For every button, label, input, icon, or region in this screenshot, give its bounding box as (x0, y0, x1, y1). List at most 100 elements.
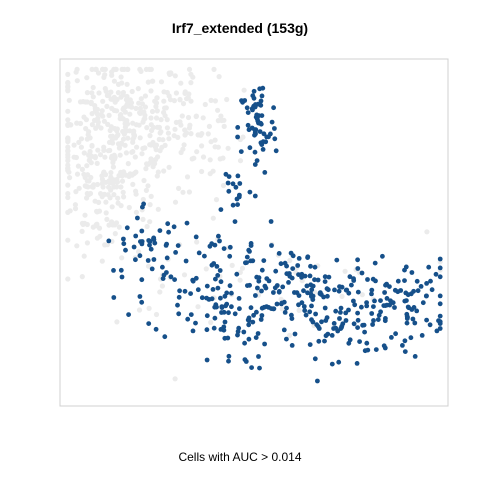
cell-point-low (108, 187, 114, 193)
cell-point-low (213, 197, 220, 203)
cell-point-high (226, 353, 232, 359)
cell-point-high (238, 149, 244, 155)
cell-point-low (148, 88, 154, 94)
cell-point-high (164, 270, 169, 275)
cell-point-low (77, 120, 84, 127)
cell-point-high (290, 266, 296, 271)
cell-point-low (119, 178, 126, 184)
cell-point-high (202, 253, 207, 259)
cell-point-high (429, 287, 435, 293)
cell-point-high (229, 290, 234, 296)
cell-point-high (164, 255, 170, 261)
cell-point-high (340, 321, 346, 327)
cell-point-low (116, 141, 123, 147)
cell-point-high (428, 278, 433, 284)
cell-point-low (92, 198, 98, 204)
cell-point-high (392, 287, 398, 293)
cell-point-high (217, 238, 222, 244)
cell-point-low (154, 108, 160, 114)
cell-point-low (104, 103, 110, 109)
cell-point-low (98, 125, 104, 131)
cell-point-low (119, 255, 125, 261)
cell-point-low (125, 135, 131, 141)
cell-point-low (136, 100, 142, 106)
cell-point-high (164, 241, 170, 247)
cell-point-low (123, 104, 129, 110)
cell-point-high (259, 113, 265, 118)
cell-point-high (355, 289, 361, 295)
cell-point-low (154, 173, 160, 179)
cell-point-high (292, 290, 297, 295)
cell-point-low (120, 128, 126, 135)
cell-point-high (400, 343, 405, 348)
cell-point-high (188, 291, 194, 296)
cell-point-low (105, 192, 111, 198)
cell-point-low (131, 133, 137, 139)
cell-point-low (79, 228, 85, 234)
cell-point-low (130, 139, 136, 145)
cell-point-high (118, 267, 124, 273)
cell-point-high (252, 149, 258, 155)
cell-point-high (365, 277, 370, 282)
cell-point-high (250, 319, 256, 325)
cell-point-high (393, 331, 398, 337)
cell-point-high (317, 290, 323, 295)
cell-point-low (198, 132, 204, 138)
cell-point-low (75, 163, 81, 169)
cell-point-low (210, 215, 216, 221)
cell-point-high (235, 329, 241, 334)
cell-point-high (247, 282, 253, 288)
cell-point-low (143, 166, 149, 172)
cell-point-low (114, 128, 120, 134)
cell-point-low (73, 189, 79, 195)
cell-point-high (322, 279, 328, 284)
cell-point-low (65, 122, 71, 128)
cell-point-low (120, 136, 127, 142)
cell-point-low (212, 98, 218, 104)
cell-point-high (402, 338, 408, 344)
cell-point-low (165, 130, 171, 136)
cell-point-high (303, 312, 309, 318)
cell-point-low (147, 202, 153, 208)
cell-point-high (259, 313, 265, 318)
cell-point-high (388, 298, 393, 304)
cell-point-high (235, 173, 241, 179)
cell-point-high (402, 278, 407, 283)
cell-point-high (235, 134, 241, 140)
cell-point-low (181, 272, 188, 278)
cell-point-high (111, 268, 116, 273)
cell-point-high (218, 207, 224, 213)
cell-point-low (102, 242, 108, 248)
cell-point-low (218, 113, 224, 119)
cell-point-high (255, 331, 261, 336)
cell-point-high (337, 316, 342, 321)
cell-point-high (331, 321, 337, 326)
cell-point-low (142, 104, 148, 110)
cell-point-high (157, 228, 163, 234)
cell-point-high (364, 300, 369, 305)
cell-point-low (65, 144, 71, 150)
cell-point-low (161, 98, 167, 104)
cell-point-high (372, 298, 377, 304)
cell-point-low (180, 189, 186, 195)
cell-point-low (153, 311, 160, 318)
cell-point-high (254, 116, 260, 122)
cell-point-high (248, 243, 254, 249)
cell-point-low (89, 153, 95, 159)
cell-point-high (224, 290, 230, 296)
cell-point-high (145, 258, 151, 263)
cell-point-high (204, 283, 210, 289)
cell-point-high (236, 296, 242, 301)
cell-point-low (194, 149, 200, 155)
cell-point-high (346, 307, 351, 313)
cell-point-high (215, 285, 221, 291)
cell-point-high (324, 315, 330, 320)
cell-point-high (271, 105, 276, 111)
cell-point-high (325, 331, 331, 337)
cell-point-low (98, 112, 104, 118)
cell-point-high (315, 277, 321, 283)
cell-point-low (78, 144, 84, 150)
cell-point-high (133, 257, 138, 263)
cell-point-high (412, 320, 418, 326)
cell-point-high (262, 170, 268, 175)
